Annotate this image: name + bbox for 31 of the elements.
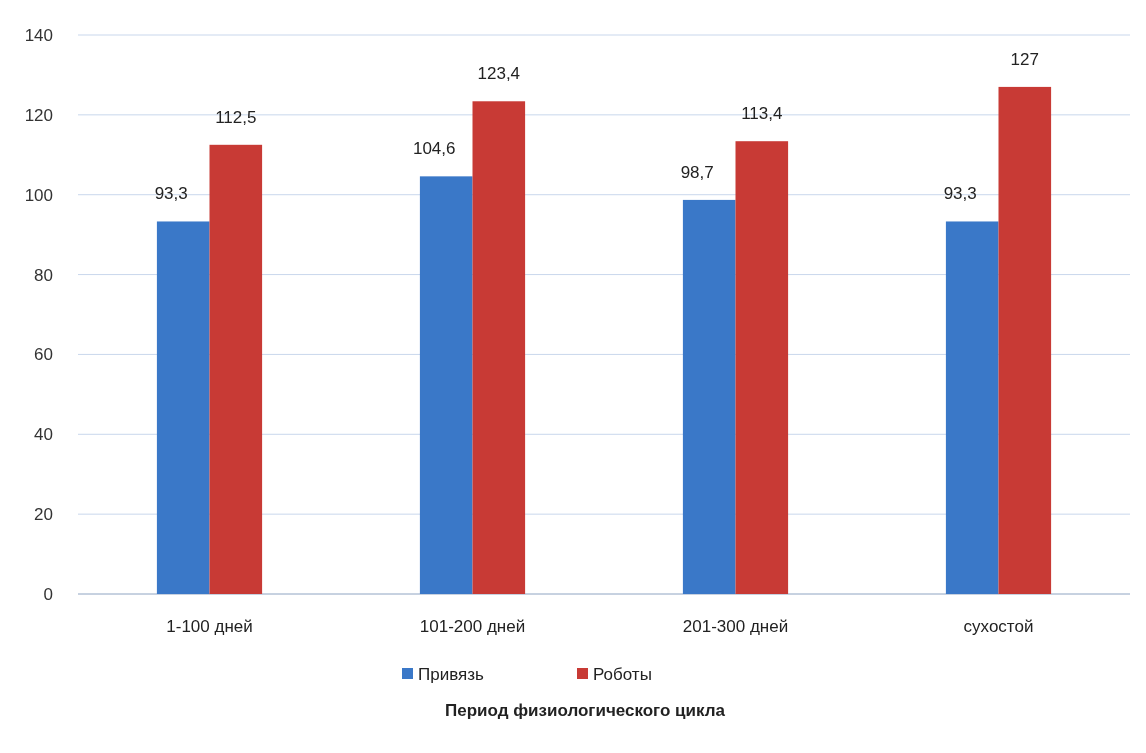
data-label: 123,4 (477, 64, 521, 84)
bar (998, 86, 1052, 594)
y-tick-label: 20 (34, 505, 53, 525)
bar (682, 199, 736, 594)
bar (472, 101, 526, 594)
y-tick-label: 80 (34, 265, 53, 285)
data-label: 93,3 (154, 184, 188, 204)
legend-label: Роботы (593, 664, 652, 684)
data-label: 98,7 (680, 162, 714, 182)
data-label: 112,5 (215, 107, 257, 127)
data-label: 93,3 (943, 184, 977, 204)
x-axis-title: Период физиологического цикла (445, 701, 726, 720)
y-tick-label: 120 (24, 105, 53, 125)
y-tick-label: 100 (24, 185, 53, 205)
bar (209, 144, 263, 594)
legend-label: Привязь (418, 664, 485, 684)
bar (735, 141, 789, 594)
y-tick-label: 0 (43, 584, 53, 604)
x-tick-label: 101-200 дней (419, 617, 526, 636)
data-label: 104,6 (412, 139, 456, 159)
x-tick-label: сухостой (963, 617, 1034, 636)
y-tick-label: 60 (34, 345, 53, 365)
data-label: 113,4 (741, 104, 783, 124)
bar (419, 176, 473, 594)
x-tick-label: 1-100 дней (166, 617, 253, 636)
y-tick-label: 40 (34, 425, 53, 445)
bar (945, 221, 999, 594)
data-label: 127 (1010, 49, 1039, 69)
y-tick-label: 140 (24, 25, 53, 45)
bar (156, 221, 210, 594)
x-tick-label: 201-300 дней (682, 617, 789, 636)
